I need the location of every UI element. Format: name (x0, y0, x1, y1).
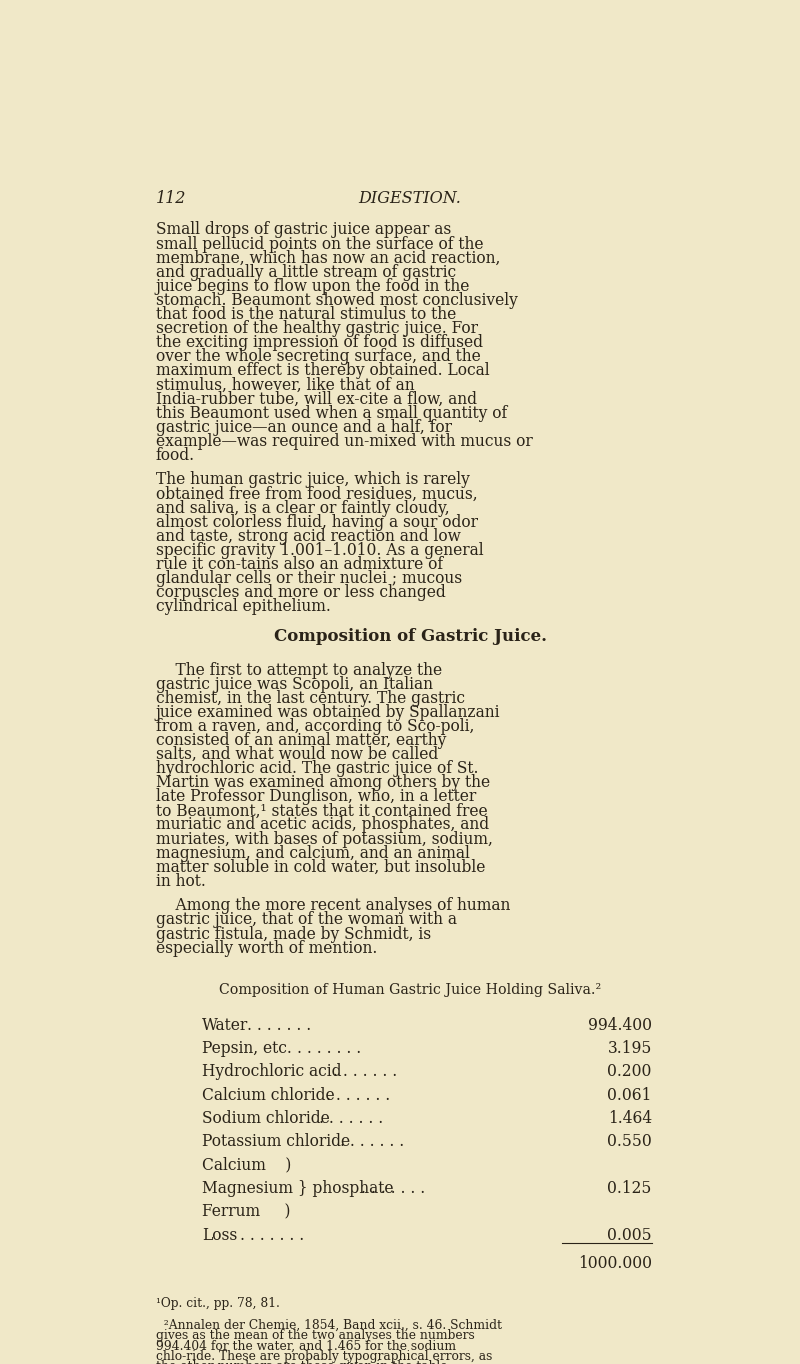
Text: and saliva, is a clear or faintly cloudy,: and saliva, is a clear or faintly cloudy… (156, 499, 450, 517)
Text: late Professor Dunglison, who, in a letter: late Professor Dunglison, who, in a lett… (156, 788, 476, 805)
Text: the other numbers are those given in the table.: the other numbers are those given in the… (156, 1360, 451, 1364)
Text: over the whole secreting surface, and the: over the whole secreting surface, and th… (156, 348, 481, 366)
Text: obtained free from food residues, mucus,: obtained free from food residues, mucus, (156, 486, 478, 502)
Text: 112: 112 (156, 190, 186, 207)
Text: Small drops of gastric juice appear as: Small drops of gastric juice appear as (156, 221, 451, 239)
Text: from a raven, and, according to Sco-poli,: from a raven, and, according to Sco-poli… (156, 717, 474, 735)
Text: secretion of the healthy gastric juice. For: secretion of the healthy gastric juice. … (156, 321, 478, 337)
Text: Ferrum     ): Ferrum ) (202, 1203, 291, 1221)
Text: juice examined was obtained by Spallanzani: juice examined was obtained by Spallanza… (156, 704, 500, 720)
Text: gastric juice, that of the woman with a: gastric juice, that of the woman with a (156, 911, 457, 929)
Text: . . . . . . .: . . . . . . . (240, 1226, 304, 1244)
Text: and gradually a little stream of gastric: and gradually a little stream of gastric (156, 263, 456, 281)
Text: Martin was examined among others by the: Martin was examined among others by the (156, 775, 490, 791)
Text: 1.464: 1.464 (608, 1110, 652, 1127)
Text: Calcium chloride: Calcium chloride (202, 1087, 335, 1103)
Text: India-rubber tube, will ex-cite a flow, and: India-rubber tube, will ex-cite a flow, … (156, 390, 477, 408)
Text: gives as the mean of the two analyses the numbers: gives as the mean of the two analyses th… (156, 1329, 474, 1342)
Text: The first to attempt to analyze the: The first to attempt to analyze the (156, 662, 442, 678)
Text: rule it con-tains also an admixture of: rule it con-tains also an admixture of (156, 557, 443, 573)
Text: stimulus, however, like that of an: stimulus, however, like that of an (156, 376, 414, 393)
Text: Potassium chloride: Potassium chloride (202, 1133, 350, 1150)
Text: . . . . . . .: . . . . . . . (297, 1039, 362, 1057)
Text: . . . . . . .: . . . . . . . (247, 1016, 311, 1034)
Text: 0.200: 0.200 (607, 1064, 652, 1080)
Text: the exciting impression of food is diffused: the exciting impression of food is diffu… (156, 334, 483, 351)
Text: juice begins to flow upon the food in the: juice begins to flow upon the food in th… (156, 278, 470, 295)
Text: consisted of an animal matter, earthy: consisted of an animal matter, earthy (156, 732, 446, 749)
Text: 0.061: 0.061 (607, 1087, 652, 1103)
Text: muriatic and acetic acids, phosphates, and: muriatic and acetic acids, phosphates, a… (156, 817, 489, 833)
Text: . . . . . . .: . . . . . . . (362, 1180, 426, 1198)
Text: specific gravity 1.001–1.010. As a general: specific gravity 1.001–1.010. As a gener… (156, 542, 483, 559)
Text: small pellucid points on the surface of the: small pellucid points on the surface of … (156, 236, 483, 252)
Text: . . . . . . .: . . . . . . . (333, 1064, 397, 1080)
Text: Composition of Human Gastric Juice Holding Saliva.²: Composition of Human Gastric Juice Holdi… (219, 983, 601, 997)
Text: glandular cells or their nuclei ; mucous: glandular cells or their nuclei ; mucous (156, 570, 462, 587)
Text: cylindrical epithelium.: cylindrical epithelium. (156, 597, 330, 615)
Text: this Beaumont used when a small quantity of: this Beaumont used when a small quantity… (156, 405, 507, 421)
Text: corpuscles and more or less changed: corpuscles and more or less changed (156, 584, 446, 602)
Text: ¹Op. cit., pp. 78, 81.: ¹Op. cit., pp. 78, 81. (156, 1297, 280, 1311)
Text: . . . . . . .: . . . . . . . (318, 1110, 383, 1127)
Text: chlo-ride. These are probably typographical errors, as: chlo-ride. These are probably typographi… (156, 1350, 492, 1363)
Text: membrane, which has now an acid reaction,: membrane, which has now an acid reaction… (156, 250, 500, 266)
Text: . . . . . . .: . . . . . . . (326, 1087, 390, 1103)
Text: 0.125: 0.125 (607, 1180, 652, 1198)
Text: . . . . . . .: . . . . . . . (340, 1133, 404, 1150)
Text: gastric juice—an ounce and a half, for: gastric juice—an ounce and a half, for (156, 419, 452, 435)
Text: hydrochloric acid. The gastric juice of St.: hydrochloric acid. The gastric juice of … (156, 760, 478, 777)
Text: maximum effect is thereby obtained. Local: maximum effect is thereby obtained. Loca… (156, 363, 490, 379)
Text: Sodium chloride: Sodium chloride (202, 1110, 330, 1127)
Text: Calcium    ): Calcium ) (202, 1157, 292, 1173)
Text: Water: Water (202, 1016, 249, 1034)
Text: 0.550: 0.550 (607, 1133, 652, 1150)
Text: food.: food. (156, 447, 195, 464)
Text: 994.404 for the water, and 1.465 for the sodium: 994.404 for the water, and 1.465 for the… (156, 1339, 456, 1353)
Text: 3.195: 3.195 (607, 1039, 652, 1057)
Text: 1000.000: 1000.000 (578, 1255, 652, 1273)
Text: in hot.: in hot. (156, 873, 206, 889)
Text: muriates, with bases of potassium, sodium,: muriates, with bases of potassium, sodiu… (156, 831, 493, 847)
Text: example—was required un-mixed with mucus or: example—was required un-mixed with mucus… (156, 432, 533, 450)
Text: chemist, in the last century. The gastric: chemist, in the last century. The gastri… (156, 690, 465, 707)
Text: salts, and what would now be called: salts, and what would now be called (156, 746, 438, 762)
Text: Among the more recent analyses of human: Among the more recent analyses of human (156, 898, 510, 914)
Text: Hydrochloric acid: Hydrochloric acid (202, 1064, 342, 1080)
Text: and taste, strong acid reaction and low: and taste, strong acid reaction and low (156, 528, 461, 544)
Text: to Beaumont,¹ states that it contained free: to Beaumont,¹ states that it contained f… (156, 802, 487, 820)
Text: especially worth of mention.: especially worth of mention. (156, 940, 377, 956)
Text: gastric fistula, made by Schmidt, is: gastric fistula, made by Schmidt, is (156, 926, 431, 943)
Text: The human gastric juice, which is rarely: The human gastric juice, which is rarely (156, 472, 470, 488)
Text: Loss: Loss (202, 1226, 238, 1244)
Text: Magnesium } phosphate: Magnesium } phosphate (202, 1180, 394, 1198)
Text: that food is the natural stimulus to the: that food is the natural stimulus to the (156, 306, 456, 323)
Text: ²Annalen der Chemie, 1854, Band xcii., s. 46. Schmidt: ²Annalen der Chemie, 1854, Band xcii., s… (156, 1319, 502, 1331)
Text: Pepsin, etc.: Pepsin, etc. (202, 1039, 292, 1057)
Text: stomach. Beaumont showed most conclusively: stomach. Beaumont showed most conclusive… (156, 292, 518, 308)
Text: magnesium, and calcium, and an animal: magnesium, and calcium, and an animal (156, 844, 470, 862)
Text: Composition of Gastric Juice.: Composition of Gastric Juice. (274, 627, 546, 645)
Text: matter soluble in cold water, but insoluble: matter soluble in cold water, but insolu… (156, 859, 485, 876)
Text: 0.005: 0.005 (607, 1226, 652, 1244)
Text: 994.400: 994.400 (588, 1016, 652, 1034)
Text: gastric juice was Scopoli, an Italian: gastric juice was Scopoli, an Italian (156, 675, 433, 693)
Text: DIGESTION.: DIGESTION. (358, 190, 462, 207)
Text: almost colorless fluid, having a sour odor: almost colorless fluid, having a sour od… (156, 514, 478, 531)
